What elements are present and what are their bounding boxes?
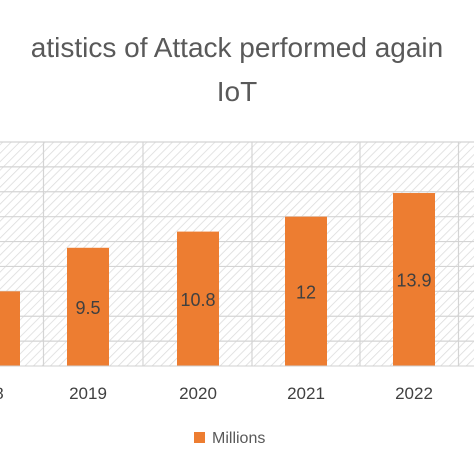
chart-title-line1: atistics of Attack performed again: [31, 32, 443, 63]
x-tick-label-2020: 2020: [179, 384, 217, 403]
data-label-2019: 9.5: [75, 298, 100, 318]
x-tick-label-2022: 2022: [395, 384, 433, 403]
data-label-2022: 13.9: [396, 271, 431, 291]
legend-swatch-millions: [194, 432, 205, 443]
data-label-2020: 10.8: [180, 290, 215, 310]
x-tick-label-2019: 2019: [69, 384, 107, 403]
data-labels: 9.5 10.8 12 13.9: [75, 271, 431, 318]
plot-area: 9.5 10.8 12 13.9: [0, 141, 474, 367]
bar-2019: [67, 247, 109, 366]
x-tick-label-2021: 2021: [287, 384, 325, 403]
bar-2021: [285, 216, 327, 366]
bar-8: [0, 291, 20, 366]
legend: Millions: [194, 430, 265, 447]
chart-title-line2: IoT: [217, 76, 257, 107]
bar-2020: [177, 231, 219, 366]
x-tick-label-8: 8: [0, 384, 4, 403]
legend-label-millions: Millions: [212, 430, 265, 447]
data-label-2021: 12: [296, 282, 316, 302]
bar-2022: [393, 193, 435, 366]
x-axis-tick-labels: 8 2019 2020 2021 2022: [0, 384, 433, 403]
bars: [0, 193, 435, 366]
